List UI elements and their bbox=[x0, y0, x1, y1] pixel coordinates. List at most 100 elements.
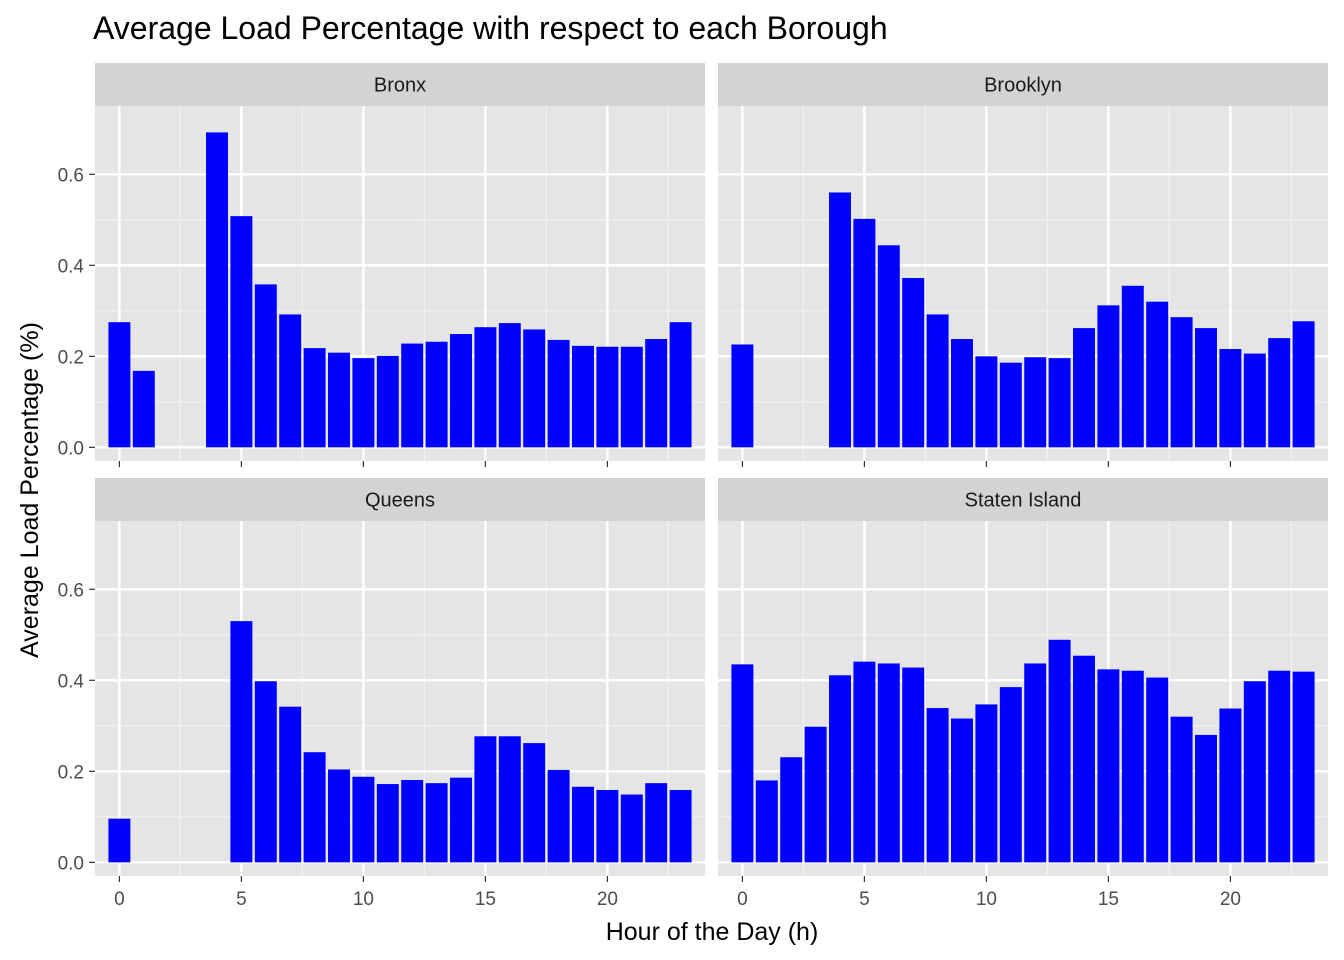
y-tick-label: 0.6 bbox=[58, 165, 84, 186]
bar-queens-hour-12 bbox=[401, 779, 424, 863]
bar-staten-island-hour-1 bbox=[755, 780, 778, 863]
bar-queens-hour-20 bbox=[596, 789, 619, 863]
bar-staten-island-hour-9 bbox=[951, 718, 973, 863]
strip-bronx bbox=[95, 63, 705, 106]
bar-staten-island-hour-8 bbox=[926, 708, 949, 863]
bar-bronx-hour-0 bbox=[108, 322, 131, 448]
bar-queens-hour-23 bbox=[669, 789, 692, 863]
bar-brooklyn-hour-11 bbox=[999, 362, 1022, 448]
bar-queens-hour-11 bbox=[376, 784, 399, 863]
facet-brooklyn: Brooklyn bbox=[718, 63, 1328, 467]
strip-label-queens: Queens bbox=[365, 490, 435, 512]
bar-bronx-hour-10 bbox=[352, 358, 375, 448]
bar-brooklyn-hour-9 bbox=[951, 339, 973, 448]
bar-queens-hour-13 bbox=[425, 783, 448, 863]
bar-staten-island-hour-12 bbox=[1024, 663, 1047, 863]
bar-brooklyn-hour-10 bbox=[975, 356, 998, 448]
bar-staten-island-hour-2 bbox=[780, 757, 803, 863]
bar-brooklyn-hour-16 bbox=[1121, 285, 1144, 448]
bar-queens-hour-18 bbox=[547, 769, 570, 863]
bar-staten-island-hour-21 bbox=[1243, 681, 1266, 863]
bar-queens-hour-14 bbox=[450, 777, 472, 863]
bar-bronx-hour-1 bbox=[132, 370, 155, 448]
bar-brooklyn-hour-4 bbox=[829, 192, 851, 448]
facet-queens: Queens 0.0 0.2 0.4 0.6 0 5 10 15 20 bbox=[58, 478, 705, 910]
bar-brooklyn-hour-7 bbox=[902, 278, 925, 448]
bar-queens-hour-21 bbox=[620, 794, 643, 863]
bar-staten-island-hour-6 bbox=[877, 663, 900, 863]
bar-brooklyn-hour-8 bbox=[926, 314, 949, 448]
x-axis-title: Hour of the Day (h) bbox=[606, 918, 819, 946]
bar-brooklyn-hour-23 bbox=[1292, 321, 1315, 448]
bar-brooklyn-hour-14 bbox=[1073, 328, 1095, 448]
bar-bronx-hour-15 bbox=[474, 327, 497, 448]
bar-bronx-hour-12 bbox=[401, 343, 424, 448]
x-tick-label: 10 bbox=[976, 889, 997, 910]
x-tick-label: 0 bbox=[737, 889, 748, 910]
facet-staten-island: Staten Island 0 5 10 15 20 bbox=[718, 478, 1328, 910]
bar-bronx-hour-21 bbox=[620, 346, 643, 448]
strip-label-staten-island: Staten Island bbox=[965, 490, 1082, 512]
bar-staten-island-hour-20 bbox=[1219, 708, 1242, 863]
bar-bronx-hour-9 bbox=[328, 352, 350, 448]
bar-staten-island-hour-14 bbox=[1073, 655, 1095, 863]
facet-bronx: Bronx 0.0 0.2 0.4 0.6 bbox=[58, 63, 705, 467]
bar-brooklyn-hour-21 bbox=[1243, 353, 1266, 448]
bar-brooklyn-hour-13 bbox=[1048, 358, 1071, 448]
y-tick-label: 0.2 bbox=[58, 347, 84, 368]
bar-staten-island-hour-22 bbox=[1268, 670, 1291, 863]
chart-title: Average Load Percentage with respect to … bbox=[93, 10, 888, 46]
y-tick-label: 0.4 bbox=[58, 671, 85, 692]
y-tick-label: 0.4 bbox=[58, 256, 85, 277]
bar-queens-hour-6 bbox=[254, 681, 277, 863]
y-axis-title: Average Load Percentage (%) bbox=[16, 322, 44, 658]
bar-staten-island-hour-13 bbox=[1048, 639, 1071, 863]
x-tick-label: 0 bbox=[114, 889, 125, 910]
bar-staten-island-hour-7 bbox=[902, 667, 925, 863]
bar-staten-island-hour-3 bbox=[804, 726, 827, 863]
bar-bronx-hour-4 bbox=[206, 132, 228, 448]
bar-brooklyn-hour-6 bbox=[877, 245, 900, 448]
x-tick-label: 15 bbox=[1098, 889, 1119, 910]
bar-bronx-hour-17 bbox=[523, 329, 546, 448]
bar-brooklyn-hour-15 bbox=[1097, 305, 1120, 448]
bar-brooklyn-hour-5 bbox=[853, 218, 876, 448]
bar-staten-island-hour-23 bbox=[1292, 671, 1315, 863]
bar-brooklyn-hour-12 bbox=[1024, 357, 1047, 448]
bar-staten-island-hour-5 bbox=[853, 661, 876, 863]
bar-queens-hour-17 bbox=[523, 743, 546, 863]
bar-bronx-hour-11 bbox=[376, 355, 399, 448]
x-tick-label: 20 bbox=[1220, 889, 1241, 910]
bar-queens-hour-22 bbox=[645, 783, 668, 863]
x-tick-label: 10 bbox=[353, 889, 374, 910]
bar-bronx-hour-23 bbox=[669, 322, 692, 448]
bar-staten-island-hour-17 bbox=[1146, 677, 1169, 863]
bar-queens-hour-10 bbox=[352, 776, 375, 863]
bar-staten-island-hour-19 bbox=[1195, 734, 1217, 863]
bar-brooklyn-hour-19 bbox=[1195, 328, 1217, 448]
bar-queens-hour-15 bbox=[474, 736, 497, 863]
y-tick-label: 0.2 bbox=[58, 762, 84, 783]
bar-bronx-hour-8 bbox=[303, 348, 326, 448]
bar-staten-island-hour-0 bbox=[731, 664, 754, 863]
y-tick-label: 0.0 bbox=[58, 438, 84, 459]
bar-staten-island-hour-18 bbox=[1170, 716, 1193, 863]
bar-queens-hour-7 bbox=[279, 706, 302, 863]
bar-bronx-hour-19 bbox=[572, 345, 594, 448]
bar-queens-hour-0 bbox=[108, 818, 131, 863]
bar-queens-hour-5 bbox=[230, 621, 253, 863]
y-tick-label: 0.0 bbox=[58, 853, 84, 874]
x-tick-label: 5 bbox=[859, 889, 870, 910]
strip-label-brooklyn: Brooklyn bbox=[984, 75, 1062, 97]
bar-bronx-hour-5 bbox=[230, 216, 253, 448]
y-tick-label: 0.6 bbox=[58, 580, 84, 601]
bar-bronx-hour-22 bbox=[645, 339, 668, 448]
strip-queens bbox=[95, 478, 705, 521]
bar-queens-hour-9 bbox=[328, 769, 350, 863]
bar-bronx-hour-16 bbox=[498, 323, 521, 448]
bar-queens-hour-16 bbox=[498, 736, 521, 863]
bar-bronx-hour-7 bbox=[279, 314, 302, 448]
bar-queens-hour-19 bbox=[572, 786, 594, 863]
x-tick-label: 20 bbox=[597, 889, 618, 910]
